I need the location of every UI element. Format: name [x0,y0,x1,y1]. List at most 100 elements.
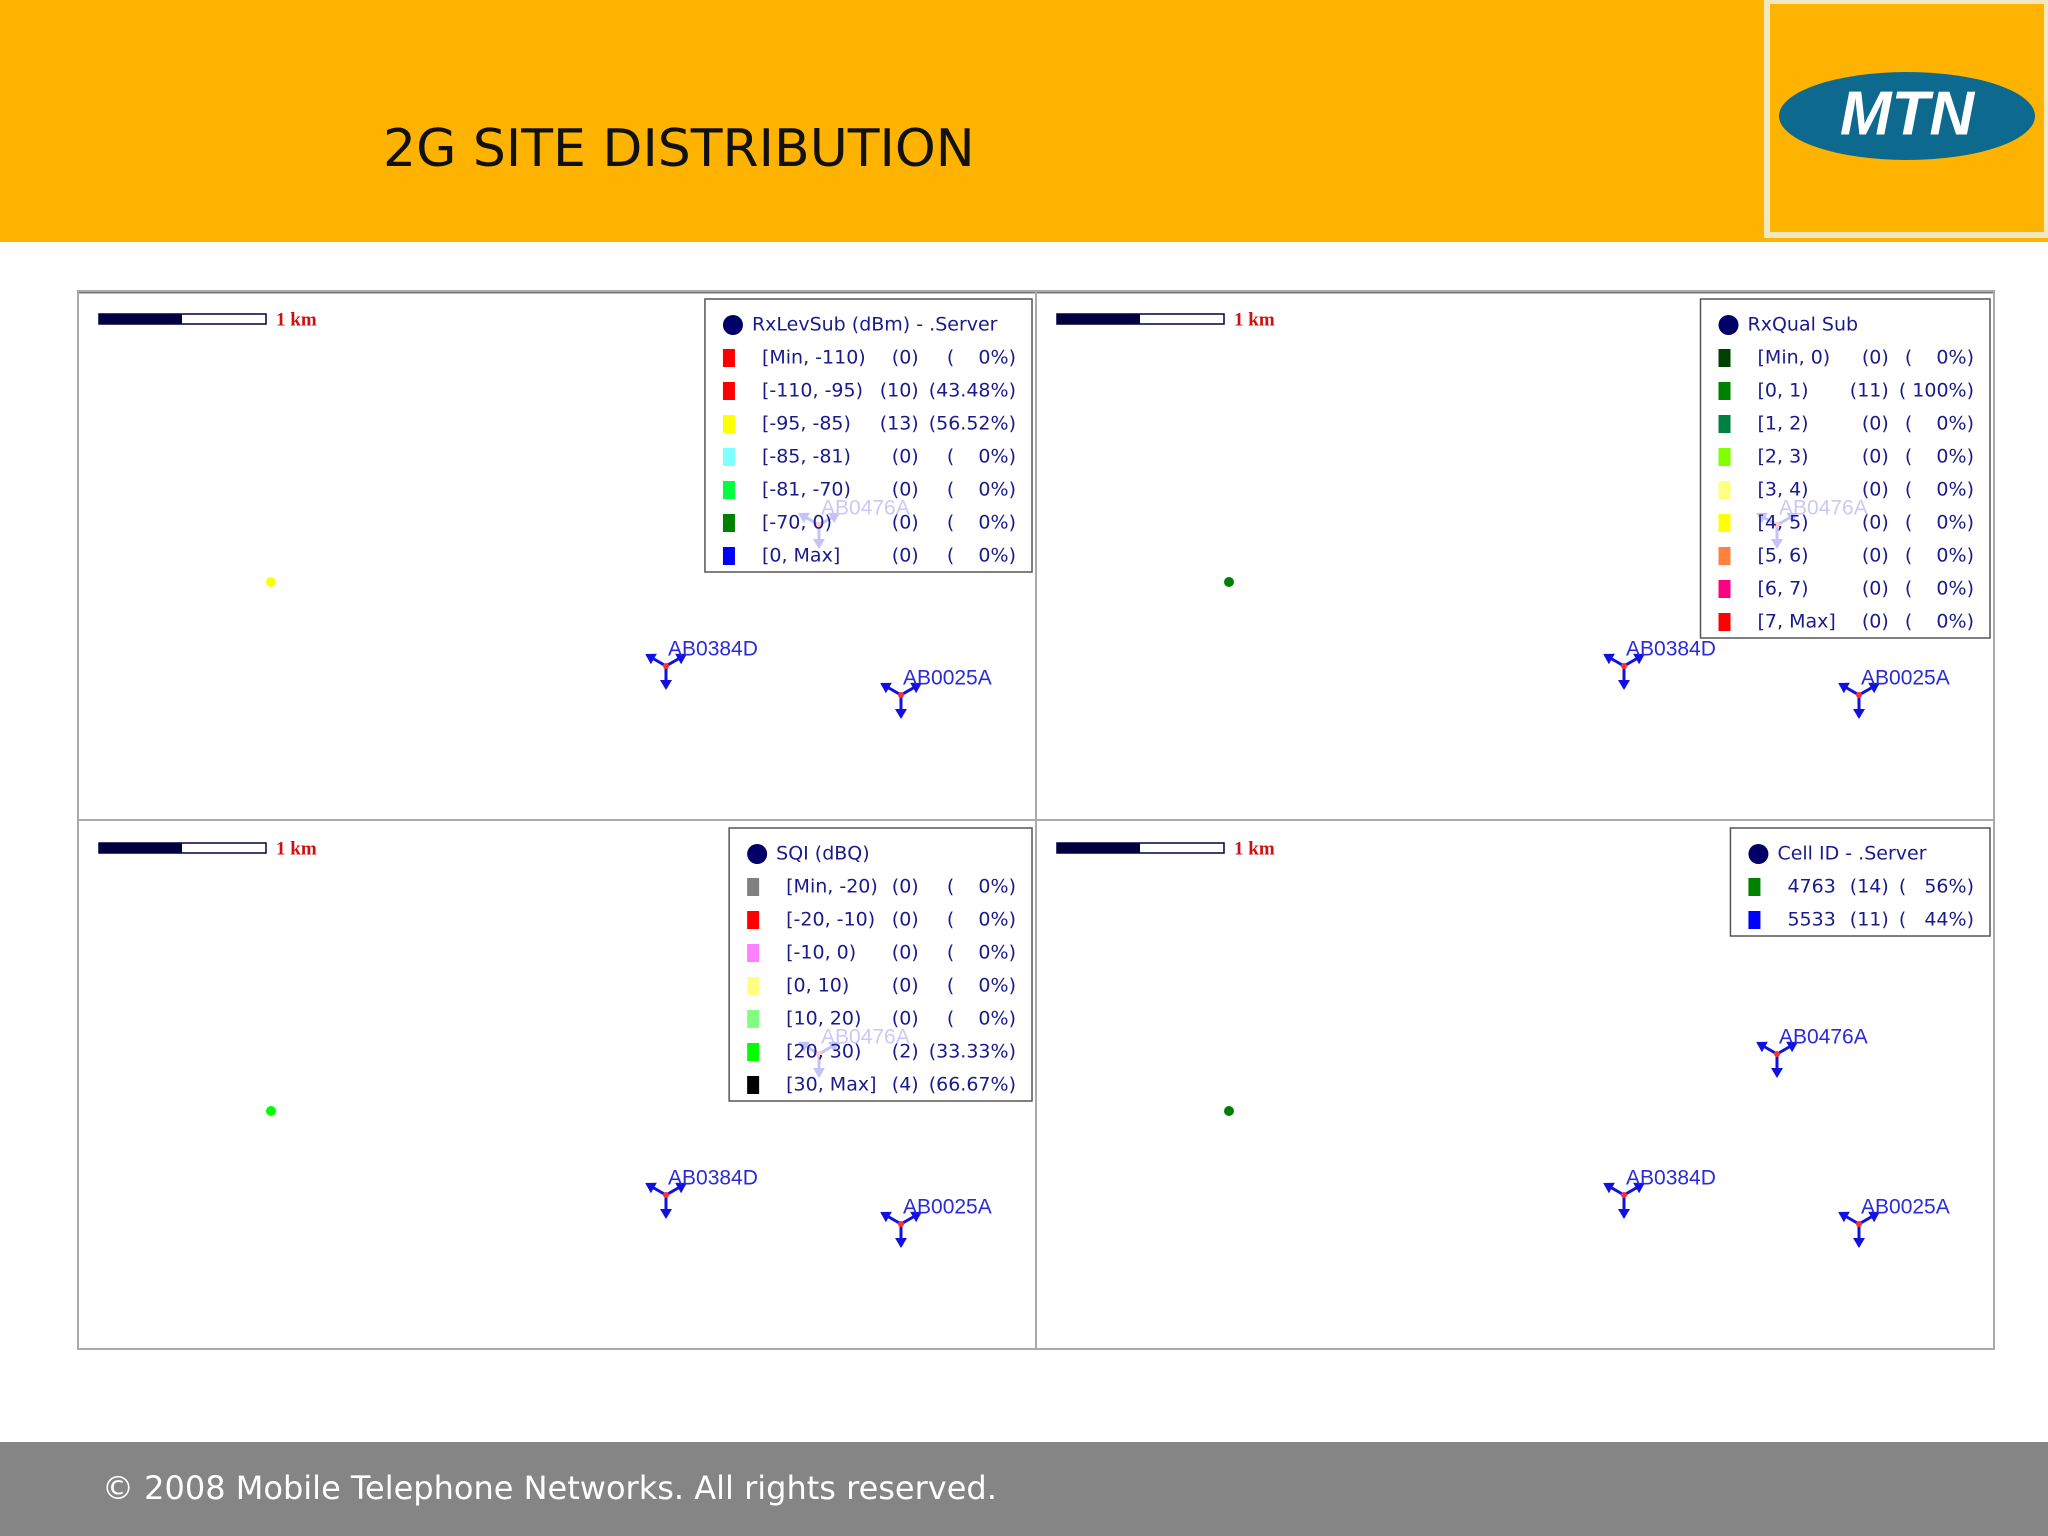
sector [1838,1211,1850,1223]
legend-range: [3, 4) [1758,479,1809,501]
legend-swatch [1718,349,1731,367]
legend-swatch [1718,514,1731,532]
legend-range: 4763 [1787,876,1835,898]
legend-swatch [722,481,735,499]
legend-swatch [1718,448,1731,466]
legend-share: ( 56%) [1899,876,1974,898]
legend-swatch [1718,547,1731,565]
map-panel: 1 kmAB0384DAB0025AAB0476ARxQual Sub[Min,… [1035,290,1995,821]
site-label: AB0025A [903,1196,992,1219]
legend-title: RxLevSub (dBm) - .Server [752,314,998,336]
sector [1603,1182,1615,1194]
legend: Cell ID - .Server 4763 (14) ( 56%) 5533 (11) (… [1729,827,1991,937]
legend-swatch [747,944,760,962]
legend-share: ( 0%) [947,942,1016,964]
legend-count: (11) [1850,909,1889,931]
legend-swatch [1718,382,1731,400]
legend-range: [-10, 0) [786,942,856,964]
legend-box [728,827,1033,1102]
sector [1771,1068,1783,1078]
legend-dot [1718,315,1739,335]
sector [910,1211,922,1223]
scale-bar-fill [1057,843,1140,853]
scale-bar-fill [99,843,182,853]
footer-band [0,1442,2048,1536]
legend-count: (0) [1862,347,1889,369]
map-panels: 1 km AB0384D AB0025A AB0476A RxLevSub (dBm) … [77,290,1995,1350]
legend-count: (0) [1862,446,1889,468]
legend-box [1729,827,1991,937]
legend-range: [-95, -85) [762,413,851,435]
map-panel: 1 kmAB0384DAB0025AAB0476ASQI (dBQ)[Min, … [77,819,1037,1350]
site-label: AB0025A [1861,667,1950,690]
legend-range: [0, Max] [762,545,840,567]
site-center [898,1221,904,1227]
legend-range: 5533 [1787,909,1835,931]
site-label: AB0384D [1626,1167,1716,1190]
legend-swatch [722,349,735,367]
legend-count: (0) [1862,545,1889,567]
sector [1838,682,1850,694]
sector [880,682,892,694]
measure-point [266,577,276,587]
scale-label: 1 km [276,838,317,859]
site-center [663,1192,669,1198]
legend-range: [2, 3) [1758,446,1809,468]
legend-share: ( 0%) [947,479,1016,501]
legend-swatch [747,911,760,929]
scale-label: 1 km [1234,309,1275,330]
sector [1756,1041,1768,1053]
legend-range: [30, Max] [786,1074,876,1096]
sector [1786,1041,1798,1053]
legend-title: Cell ID - .Server [1777,843,1926,865]
legend-range: [-81, -70) [762,479,851,501]
sector [1618,1209,1630,1219]
legend-count: (0) [1862,578,1889,600]
legend-share: ( 100%) [1899,380,1974,402]
legend-count: (2) [892,1041,919,1063]
sector [880,1211,892,1223]
legend-share: ( 0%) [947,347,1016,369]
legend-dot [722,315,743,335]
legend-count: (0) [892,1008,919,1030]
legend-share: ( 0%) [1905,413,1974,435]
measure-point [1224,577,1234,587]
legend-range: [5, 6) [1758,545,1809,567]
legend: RxLevSub (dBm) - .Server [Min, -110) (0) ( … [704,298,1033,573]
legend-swatch [722,547,735,565]
footer-text: © 2008 Mobile Telephone Networks. All ri… [102,1469,997,1507]
legend-share: ( 0%) [947,876,1016,898]
legend-range: [7, Max] [1758,611,1836,633]
site-center [1774,1051,1780,1057]
legend-swatch [722,448,735,466]
logo: MTN [1764,0,2048,238]
sector [1633,653,1645,665]
legend-range: [0, 10) [786,975,849,997]
legend-swatch [747,878,760,896]
sector [660,680,672,690]
legend-count: (11) [1850,380,1889,402]
site-label: AB0384D [1626,638,1716,661]
legend-count: (0) [892,545,919,567]
sector [910,682,922,694]
legend-share: ( 0%) [947,1008,1016,1030]
legend-swatch [722,514,735,532]
legend-swatch [747,1076,760,1094]
legend-range: [0, 1) [1758,380,1809,402]
legend-range: [4, 5) [1758,512,1809,534]
legend-share: ( 0%) [947,909,1016,931]
legend-share: ( 0%) [1905,545,1974,567]
legend-share: ( 0%) [947,975,1016,997]
legend-share: ( 0%) [947,545,1016,567]
legend-range: [6, 7) [1758,578,1809,600]
site-marker [1756,1041,1798,1078]
sector [1853,1238,1865,1248]
legend-dot [1748,844,1769,864]
sector [660,1209,672,1219]
site-label: AB0384D [668,638,758,661]
legend-range: [-20, -10) [786,909,875,931]
legend-count: (10) [880,380,919,402]
site-label: AB0476A [1779,1026,1868,1049]
sector [895,709,907,719]
